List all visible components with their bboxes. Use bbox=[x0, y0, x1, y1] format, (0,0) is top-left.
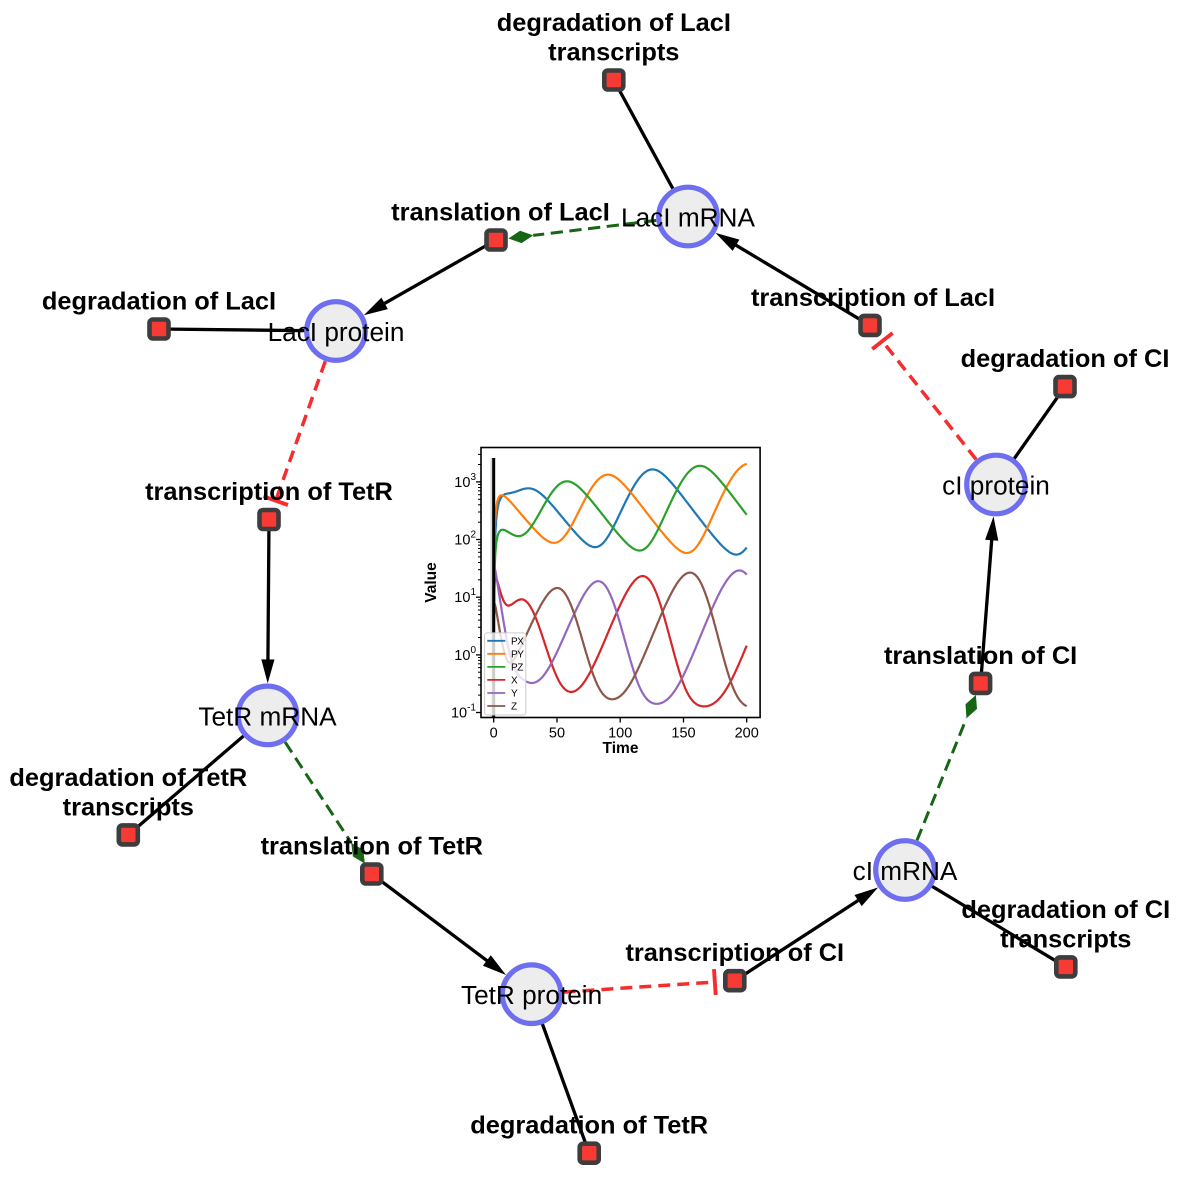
svg-text:transcription of CI: transcription of CI bbox=[625, 939, 844, 967]
svg-text:Y: Y bbox=[511, 689, 518, 700]
svg-text:200: 200 bbox=[735, 726, 759, 742]
svg-text:0: 0 bbox=[490, 726, 498, 742]
svg-text:TetR protein: TetR protein bbox=[461, 980, 602, 1010]
svg-text:100: 100 bbox=[608, 726, 632, 742]
svg-text:degradation of CI: degradation of CI bbox=[961, 345, 1170, 373]
svg-text:150: 150 bbox=[671, 726, 695, 742]
svg-text:degradation of TetR: degradation of TetR bbox=[470, 1112, 708, 1140]
svg-text:translation of CI: translation of CI bbox=[884, 642, 1077, 670]
svg-text:Z: Z bbox=[511, 702, 517, 713]
svg-text:transcription of TetR: transcription of TetR bbox=[145, 478, 393, 506]
svg-text:transcripts: transcripts bbox=[63, 793, 194, 821]
svg-text:cI mRNA: cI mRNA bbox=[853, 856, 958, 886]
svg-text:transcripts: transcripts bbox=[1000, 925, 1131, 953]
svg-text:degradation of TetR: degradation of TetR bbox=[9, 764, 247, 792]
svg-text:degradation of LacI: degradation of LacI bbox=[42, 288, 276, 316]
svg-text:cI protein: cI protein bbox=[942, 471, 1050, 501]
svg-text:50: 50 bbox=[549, 726, 565, 742]
svg-text:PZ: PZ bbox=[511, 663, 523, 674]
svg-text:TetR mRNA: TetR mRNA bbox=[198, 701, 337, 731]
svg-text:translation of LacI: translation of LacI bbox=[391, 199, 610, 227]
svg-text:transcription of LacI: transcription of LacI bbox=[751, 284, 995, 312]
svg-text:Value: Value bbox=[423, 562, 440, 603]
svg-text:X: X bbox=[511, 676, 518, 687]
svg-text:PY: PY bbox=[511, 649, 524, 660]
svg-text:translation of TetR: translation of TetR bbox=[261, 833, 483, 861]
svg-text:degradation of CI: degradation of CI bbox=[961, 896, 1170, 924]
svg-text:PX: PX bbox=[511, 636, 524, 647]
svg-text:LacI mRNA: LacI mRNA bbox=[621, 203, 755, 233]
svg-text:transcripts: transcripts bbox=[548, 39, 679, 67]
svg-text:Time: Time bbox=[603, 740, 639, 757]
svg-text:LacI protein: LacI protein bbox=[268, 317, 405, 347]
svg-text:degradation of LacI: degradation of LacI bbox=[497, 9, 731, 37]
